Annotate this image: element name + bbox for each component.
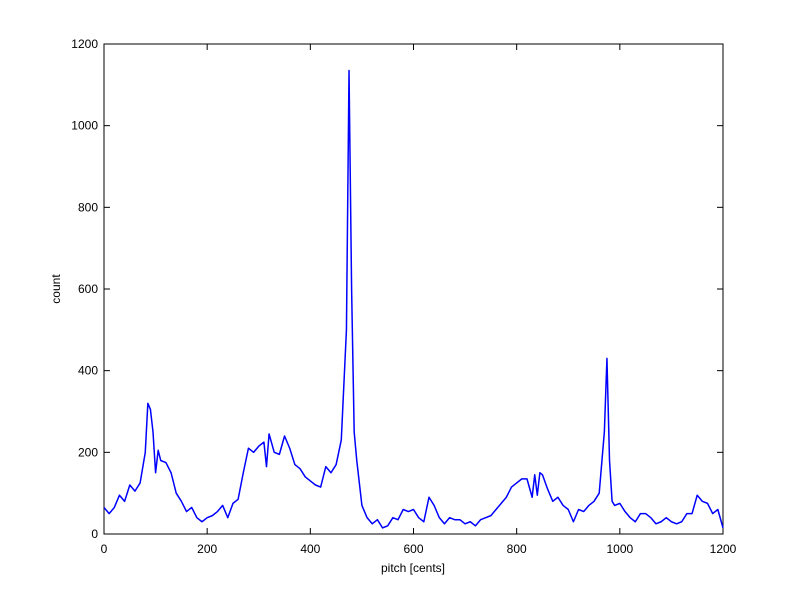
y-axis-label: count bbox=[49, 274, 63, 304]
y-tick-label: 800 bbox=[78, 200, 98, 214]
plot-box bbox=[103, 43, 724, 535]
y-tick-label: 600 bbox=[78, 282, 98, 296]
y-tick-label: 400 bbox=[78, 364, 98, 378]
x-tick-label: 400 bbox=[300, 542, 320, 556]
x-tick-label: 600 bbox=[403, 542, 423, 556]
x-tick-label: 0 bbox=[101, 542, 108, 556]
y-tick-label: 0 bbox=[91, 527, 98, 541]
y-tick-label: 1000 bbox=[71, 119, 98, 133]
x-tick-label: 1200 bbox=[710, 542, 737, 556]
x-tick-label: 1000 bbox=[606, 542, 633, 556]
y-tick-label: 200 bbox=[78, 445, 98, 459]
x-axis-label: pitch [cents] bbox=[381, 561, 445, 575]
x-tick-label: 800 bbox=[507, 542, 527, 556]
x-tick-label: 200 bbox=[197, 542, 217, 556]
data-line bbox=[103, 69, 724, 529]
y-tick-label: 1200 bbox=[71, 37, 98, 51]
